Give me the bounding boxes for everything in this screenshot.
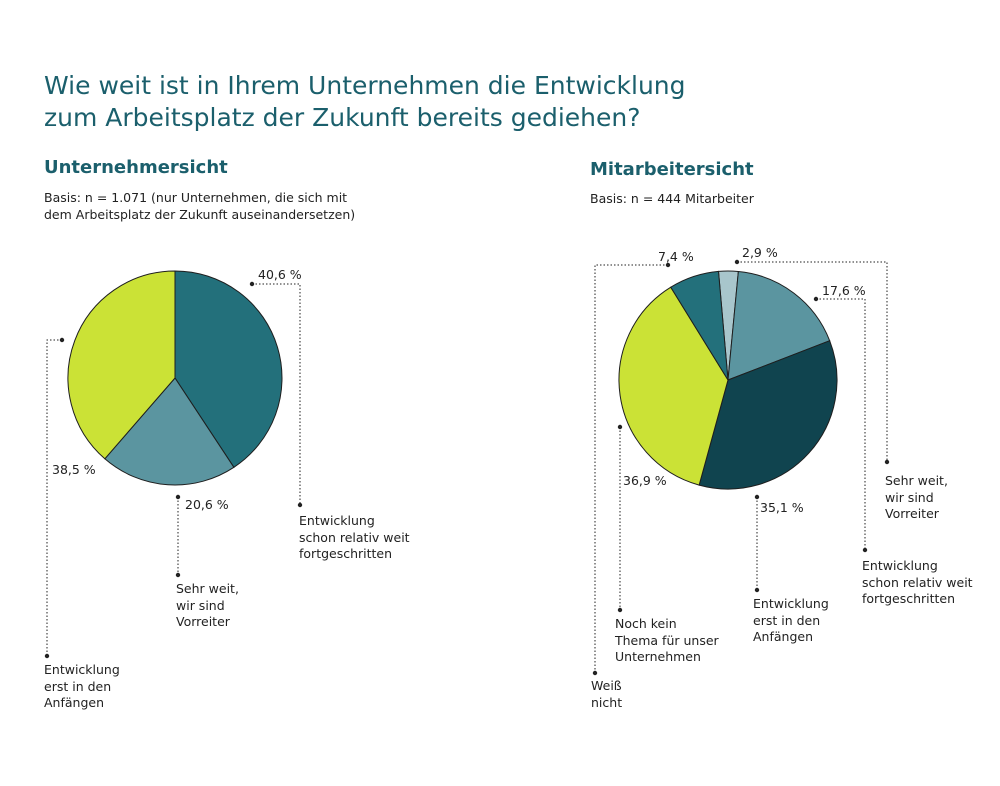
leader-line [737, 261, 888, 462]
value-label: 36,9 % [623, 473, 667, 488]
leader-dot [734, 259, 740, 265]
leader-dot [59, 337, 65, 343]
chart-subtitle: Basis: n = 444 Mitarbeiter [590, 191, 754, 206]
leader-dot [665, 262, 671, 268]
chart-subtitle: Basis: n = 1.071 (nur Unternehmen, die s… [44, 190, 356, 222]
category-label: Entwicklung erst in den Anfängen [44, 662, 120, 710]
leader-dot [754, 494, 760, 500]
leader-dot [44, 653, 50, 659]
leader-dot [297, 502, 303, 508]
pie-slice [67, 270, 176, 460]
category-label: Noch kein Thema für unser Unternehmen [615, 616, 719, 664]
category-label: Sehr weit, wir sind Vorreiter [885, 473, 948, 521]
pie-slice [727, 270, 831, 381]
category-label: Entwicklung erst in den Anfängen [753, 596, 829, 644]
value-label: 17,6 % [822, 283, 866, 298]
value-label: 38,5 % [52, 462, 96, 477]
value-label: 35,1 % [760, 500, 804, 515]
leader-dot [813, 296, 819, 302]
leader-dot [617, 607, 623, 613]
leader-line [46, 339, 62, 656]
leader-dot [592, 670, 598, 676]
page-title: Wie weit ist in Ihrem Unternehmen die En… [44, 71, 686, 132]
chart-title: Mitarbeitersicht [590, 159, 754, 180]
value-label: 7,4 % [658, 249, 694, 264]
pie-slice [698, 340, 838, 490]
leader-dot [754, 587, 760, 593]
pie-slice [104, 377, 235, 486]
leader-dot [249, 281, 255, 287]
leader-dot [617, 424, 623, 430]
category-label: Entwicklung schon relativ weit fortgesch… [862, 558, 973, 606]
chart-title: Unternehmersicht [44, 157, 228, 178]
value-label: 40,6 % [258, 267, 302, 282]
pie-slice [670, 270, 729, 381]
category-label: Weiß nicht [591, 678, 623, 710]
leader-line [816, 298, 866, 550]
leader-dot [175, 572, 181, 578]
leader-dot [175, 494, 181, 500]
category-label: Entwicklung schon relativ weit fortgesch… [299, 513, 410, 561]
category-label: Sehr weit, wir sind Vorreiter [176, 581, 239, 629]
value-label: 20,6 % [185, 497, 229, 512]
leader-dot [862, 547, 868, 553]
leader-dot [884, 459, 890, 465]
value-label: 2,9 % [742, 245, 778, 260]
